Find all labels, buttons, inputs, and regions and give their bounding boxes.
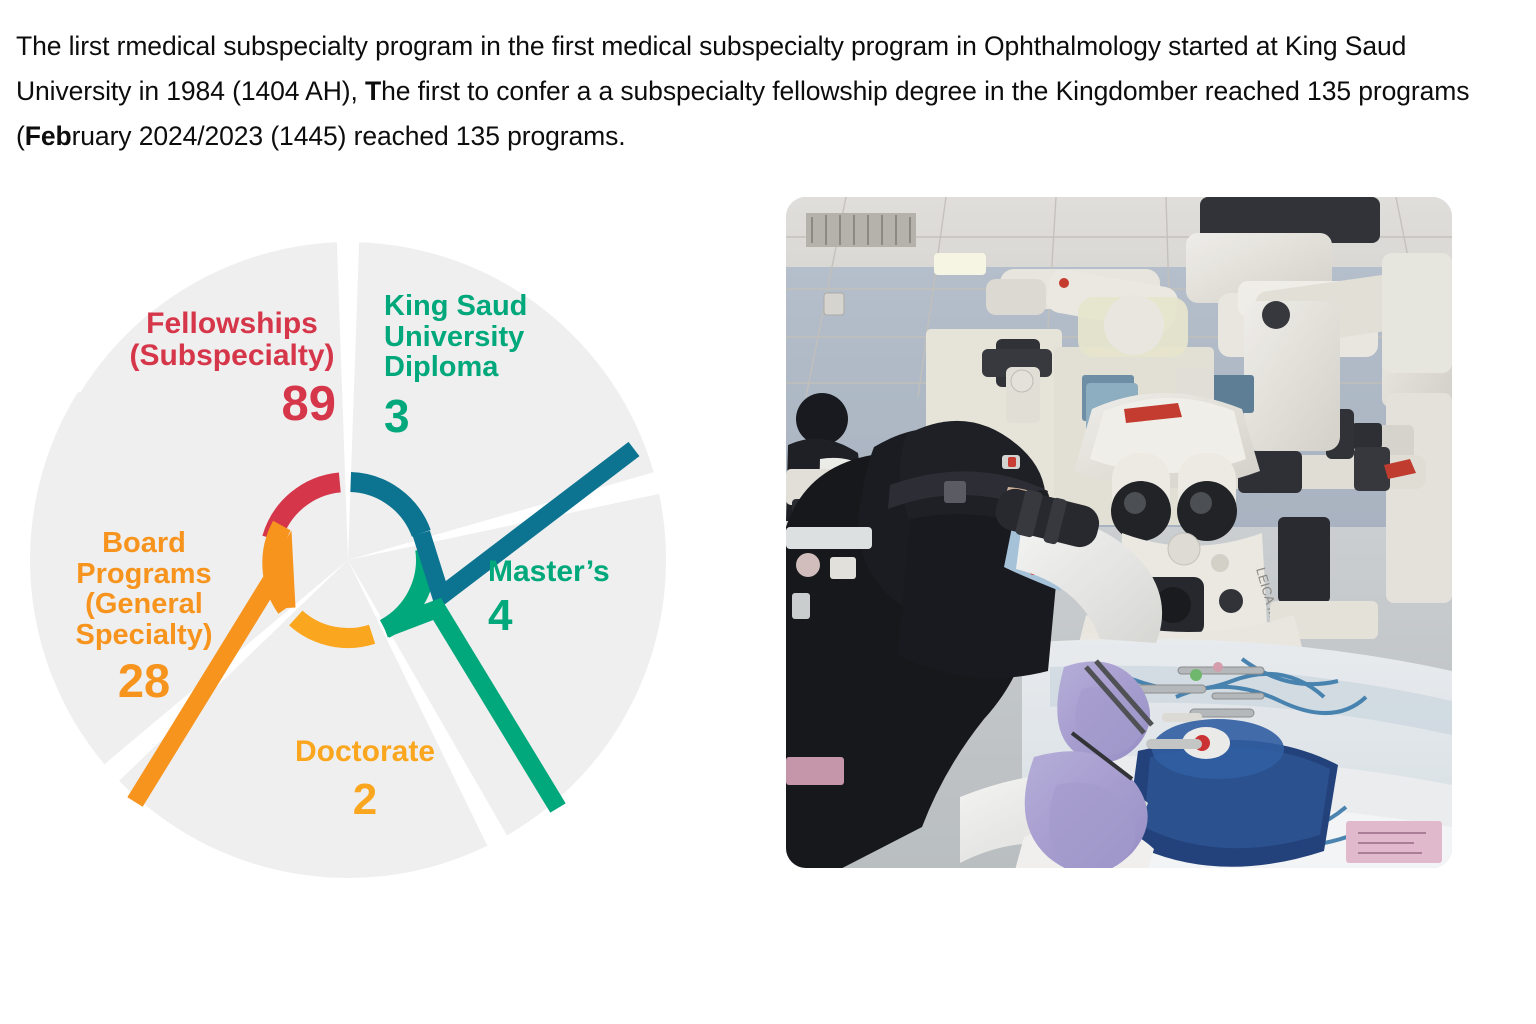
surgical-training-photo: LEICA M844 (786, 197, 1452, 868)
slice-label-board: Board Programs (General Specialty) 28 (54, 528, 234, 704)
slice-label-diploma: King Saud University Diploma 3 (384, 290, 564, 443)
leader-lines (127, 441, 640, 813)
slice-label-masters-text: Master’s (488, 555, 610, 588)
donut-arc-doctorate (289, 610, 376, 648)
slice-label-fellowships: Fellowships (Subspecialty) 89 (122, 308, 342, 429)
leader-line-board (127, 530, 296, 807)
slice-label-board-text: Board Programs (General Specialty) (75, 527, 213, 652)
slice-label-doctorate-text: Doctorate (294, 735, 436, 768)
programs-pie-chart: Fellowships (Subspecialty) 89 King Saud … (18, 208, 688, 918)
pie-slice-diploma[interactable] (348, 242, 654, 560)
leader-line-masters (381, 597, 566, 813)
slice-label-diploma-text: King Saud University Diploma (384, 290, 528, 384)
slice-label-fellowships-text: Fellowships (Subspecialty) (129, 307, 335, 372)
photo-illustration: LEICA M844 (786, 197, 1452, 868)
pie-chart-svg (30, 242, 667, 878)
slice-value-masters: 4 (488, 590, 513, 640)
slice-value-fellowships: 89 (281, 376, 336, 431)
pie-slice-board[interactable] (30, 391, 349, 765)
slice-value-board: 28 (117, 653, 171, 707)
slice-label-masters: Master’s 4 (488, 556, 658, 638)
pie-slice-doctorate[interactable] (119, 560, 488, 878)
intro-paragraph: The lirst rmedical subspecialty program … (16, 31, 1470, 151)
donut-arc-diploma (349, 472, 431, 538)
leader-line-diploma (412, 441, 640, 611)
slice-value-doctorate: 2 (352, 774, 378, 824)
slice-value-diploma: 3 (384, 390, 410, 443)
slice-label-doctorate: Doctorate 2 (270, 736, 460, 822)
